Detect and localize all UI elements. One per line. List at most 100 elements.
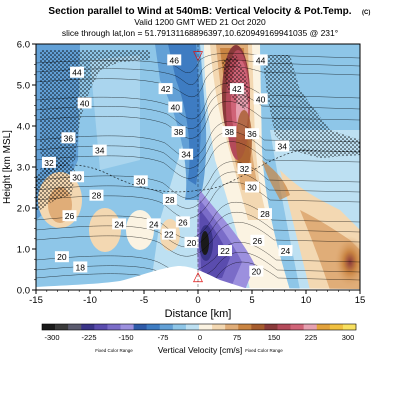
colorbar-swatch bbox=[199, 324, 213, 330]
theta-label: 40 bbox=[171, 103, 181, 113]
theta-label-box bbox=[278, 245, 293, 257]
theta-label-box bbox=[222, 126, 237, 138]
theta-label-box bbox=[161, 228, 176, 240]
colorbar-tick-label: -75 bbox=[158, 333, 169, 342]
theta-label: 18 bbox=[76, 262, 86, 272]
theta-label-box bbox=[253, 93, 268, 105]
colorbar-swatch bbox=[342, 324, 357, 330]
theta-label-box bbox=[158, 83, 173, 95]
theta-contours bbox=[36, 52, 360, 285]
colorbar-swatch bbox=[303, 324, 318, 330]
theta-label-box bbox=[112, 218, 127, 230]
colorbar-note-left: Fixed Color Range bbox=[95, 348, 133, 353]
theta-label-box bbox=[275, 140, 290, 152]
theta-label-box bbox=[229, 83, 244, 95]
theta-label: 24 bbox=[281, 246, 291, 256]
theta-label-box bbox=[237, 163, 252, 175]
marker-bottom: △ bbox=[193, 270, 203, 285]
colorbar-swatch bbox=[329, 324, 344, 330]
colorbar-tick-label: -225 bbox=[81, 333, 96, 342]
plot-area bbox=[36, 44, 360, 290]
colorbar-tick-label: 150 bbox=[268, 333, 281, 342]
x-tick-label: 10 bbox=[301, 295, 312, 306]
theta-label: 42 bbox=[161, 84, 171, 94]
theta-label: 36 bbox=[247, 129, 257, 139]
colorbar-swatch bbox=[225, 324, 239, 330]
colorbar-swatch bbox=[133, 324, 147, 330]
theta-label-box bbox=[77, 97, 92, 109]
chart-title: Section parallel to Wind at 540mB: Verti… bbox=[48, 6, 351, 17]
y-tick-label: 5.0 bbox=[17, 81, 30, 92]
colorbar-swatch bbox=[55, 324, 69, 330]
theta-label-box bbox=[250, 234, 265, 246]
theta-label: 32 bbox=[44, 158, 54, 168]
theta-label: 28 bbox=[260, 209, 270, 219]
theta-label: 32 bbox=[240, 164, 250, 174]
theta-label: 28 bbox=[92, 191, 102, 201]
theta-label-box bbox=[218, 245, 232, 257]
theta-label: 38 bbox=[225, 127, 235, 137]
theta-label: 20 bbox=[187, 238, 197, 248]
y-tick-label: 4.0 bbox=[17, 122, 30, 133]
theta-label: 20 bbox=[252, 267, 262, 277]
theta-label-box bbox=[184, 236, 199, 248]
theta-label-box bbox=[245, 128, 259, 140]
colorbar-swatch bbox=[172, 324, 187, 330]
theta-label-box bbox=[167, 54, 182, 66]
x-axis-label: Distance [km] bbox=[165, 308, 232, 320]
colorbar-swatch bbox=[238, 324, 252, 330]
colorbar-tick-label: -150 bbox=[118, 333, 133, 342]
colorbar-swatch bbox=[290, 324, 304, 330]
theta-label: 46 bbox=[170, 55, 180, 65]
chart-subtitle-slice: slice through lat,lon = 51.7913116889639… bbox=[62, 28, 338, 38]
theta-label: 30 bbox=[247, 183, 257, 193]
theta-label: 44 bbox=[256, 55, 266, 65]
theta-label-box bbox=[133, 175, 148, 187]
theta-label-box bbox=[146, 218, 161, 230]
y-tick-label: 1.0 bbox=[17, 245, 30, 256]
theta-label: 36 bbox=[64, 133, 74, 143]
theta-label: 44 bbox=[72, 68, 82, 78]
theta-label: 22 bbox=[164, 230, 174, 240]
theta-label: 40 bbox=[80, 98, 90, 108]
theta-label-box bbox=[92, 144, 107, 156]
colorbar-swatch bbox=[277, 324, 291, 330]
theta-label-box bbox=[162, 193, 177, 205]
theta-label-box bbox=[62, 210, 77, 222]
theta-label-box bbox=[54, 251, 69, 263]
theta-label: 34 bbox=[95, 146, 105, 156]
theta-label: 30 bbox=[136, 176, 146, 186]
theta-label-box bbox=[70, 66, 85, 78]
theta-label: 24 bbox=[149, 219, 159, 229]
terrain bbox=[36, 266, 360, 290]
colorbar-tick-label: 300 bbox=[342, 333, 355, 342]
theta-label-box bbox=[168, 101, 183, 113]
colorbar-swatch bbox=[316, 324, 331, 330]
y-axis-label: Height [km MSL] bbox=[2, 130, 13, 204]
x-tick-label: -15 bbox=[29, 295, 43, 306]
theta-label: 40 bbox=[256, 94, 266, 104]
theta-label: 20 bbox=[57, 252, 67, 262]
copyright-mark: (C) bbox=[362, 10, 370, 16]
x-tick-label: -5 bbox=[140, 295, 148, 306]
theta-label-box bbox=[249, 265, 264, 277]
x-tick-label: 0 bbox=[195, 295, 200, 306]
x-tick-label: 15 bbox=[355, 295, 366, 306]
theta-label: 26 bbox=[178, 217, 188, 227]
colorbar: -300 -225 -150 -75 0 75 150 225 300 bbox=[41, 323, 357, 342]
theta-label-box bbox=[253, 54, 268, 66]
colorbar-swatch bbox=[251, 324, 265, 330]
colorbar-swatch bbox=[185, 324, 200, 330]
colorbar-swatch bbox=[68, 324, 82, 330]
colorbar-frame bbox=[41, 323, 357, 331]
y-tick-label: 2.0 bbox=[17, 204, 30, 215]
theta-label: 22 bbox=[220, 246, 230, 256]
colorbar-tick-label: 0 bbox=[198, 333, 202, 342]
colorbar-swatch bbox=[81, 324, 95, 330]
theta-label: 24 bbox=[114, 219, 124, 229]
theta-label-box bbox=[41, 156, 56, 168]
colorbar-swatch bbox=[159, 324, 174, 330]
colorbar-tick-label: 75 bbox=[233, 333, 241, 342]
colorbar-swatch bbox=[120, 324, 134, 330]
